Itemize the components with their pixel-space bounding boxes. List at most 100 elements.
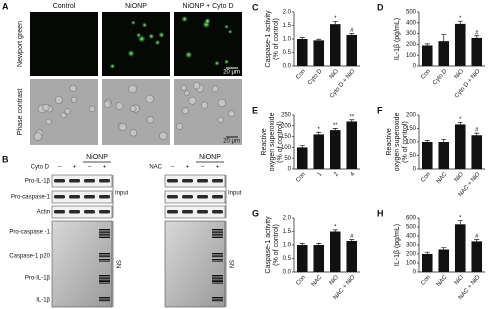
band <box>99 276 110 278</box>
cell <box>188 96 197 105</box>
bar <box>471 37 483 66</box>
band <box>212 300 223 302</box>
error-bar <box>441 34 447 42</box>
bar <box>329 231 341 272</box>
green-cell <box>155 40 160 45</box>
error-bar <box>316 38 322 41</box>
row-label: Caspase-1 p20 <box>9 254 50 260</box>
error-bar <box>474 239 480 242</box>
bar <box>313 40 325 66</box>
band <box>99 233 110 235</box>
y-tick-label: 0.0 <box>283 270 292 276</box>
y-tick-label: 300 <box>406 31 417 37</box>
sign: + <box>186 165 190 171</box>
band <box>212 237 223 238</box>
band <box>69 179 80 183</box>
band <box>212 233 223 235</box>
y-tick-label: 1.0 <box>283 37 292 43</box>
cell <box>33 132 43 141</box>
green-cell <box>109 63 115 69</box>
band <box>99 279 110 281</box>
annotation: # <box>475 128 479 134</box>
y-tick-label: 0.5 <box>283 50 292 56</box>
annotation: * <box>459 117 462 123</box>
y-tick-label: 100 <box>406 53 417 59</box>
band <box>99 179 110 183</box>
panel-letter: A <box>2 1 9 11</box>
band <box>182 210 193 214</box>
y-tick-label: 400 <box>406 234 417 240</box>
sign: – <box>88 165 92 171</box>
sign: + <box>73 165 77 171</box>
band <box>212 256 223 258</box>
row-label: IL-1β <box>36 298 50 304</box>
cell <box>64 108 71 115</box>
row-label: Pro-IL-1β <box>25 179 51 185</box>
x-tick-label: NAC <box>436 171 449 185</box>
blot <box>51 190 113 204</box>
cell <box>181 107 189 115</box>
error-bar <box>332 21 338 25</box>
cell <box>70 96 78 103</box>
green-cell <box>204 18 211 25</box>
cell <box>129 105 137 112</box>
panel-letter: F <box>377 105 383 115</box>
x-tick-label: 4 <box>350 171 357 178</box>
cell <box>45 118 52 125</box>
section-label: SN <box>114 260 120 268</box>
annotation: * <box>334 16 337 22</box>
band <box>99 254 110 256</box>
error-bar <box>332 229 338 232</box>
error-bar <box>441 138 447 142</box>
band <box>212 229 223 230</box>
band <box>212 282 223 284</box>
sign: + <box>103 165 107 171</box>
bar <box>421 254 433 272</box>
cell <box>146 116 154 124</box>
band <box>99 282 110 284</box>
row-label: Pro-caspase-1 <box>11 195 51 201</box>
band <box>212 210 223 214</box>
band <box>99 281 110 282</box>
blot <box>51 205 113 219</box>
band <box>182 179 193 183</box>
band <box>99 298 110 300</box>
band <box>54 210 65 214</box>
particle-label: NiONP <box>86 154 108 161</box>
band <box>84 179 95 183</box>
x-tick-label: Con <box>420 68 432 80</box>
band <box>197 179 208 183</box>
band <box>212 276 223 278</box>
band <box>99 237 110 238</box>
band <box>212 260 223 262</box>
green-cell <box>224 24 229 29</box>
bar <box>329 24 341 66</box>
scale-bar-label: 20 μm <box>223 70 240 76</box>
annotation: * <box>459 215 462 221</box>
y-tick-label: 150 <box>281 134 292 140</box>
error-bar <box>316 243 322 245</box>
fluorescence-image <box>30 12 98 76</box>
cell <box>129 129 138 137</box>
x-tick-label: Cyto D <box>432 68 449 86</box>
y-axis-label: Reactive <box>386 128 393 155</box>
section-label: Input <box>115 191 129 197</box>
band <box>212 195 223 199</box>
error-bar <box>349 239 355 241</box>
x-tick-label: NiO <box>329 274 340 286</box>
scale-bar-label: 20 μm <box>223 139 240 145</box>
y-tick-label: 400 <box>406 20 417 26</box>
band <box>212 297 223 298</box>
section-label: SN <box>227 260 233 268</box>
cell <box>42 103 50 112</box>
cell <box>176 122 183 130</box>
band <box>99 232 110 234</box>
y-tick-label: 1.0 <box>283 243 292 249</box>
cell <box>180 84 187 91</box>
band <box>212 253 223 254</box>
y-tick-label: 1.5 <box>283 23 292 29</box>
band <box>84 195 95 199</box>
error-bar <box>457 220 463 225</box>
band <box>212 259 223 260</box>
